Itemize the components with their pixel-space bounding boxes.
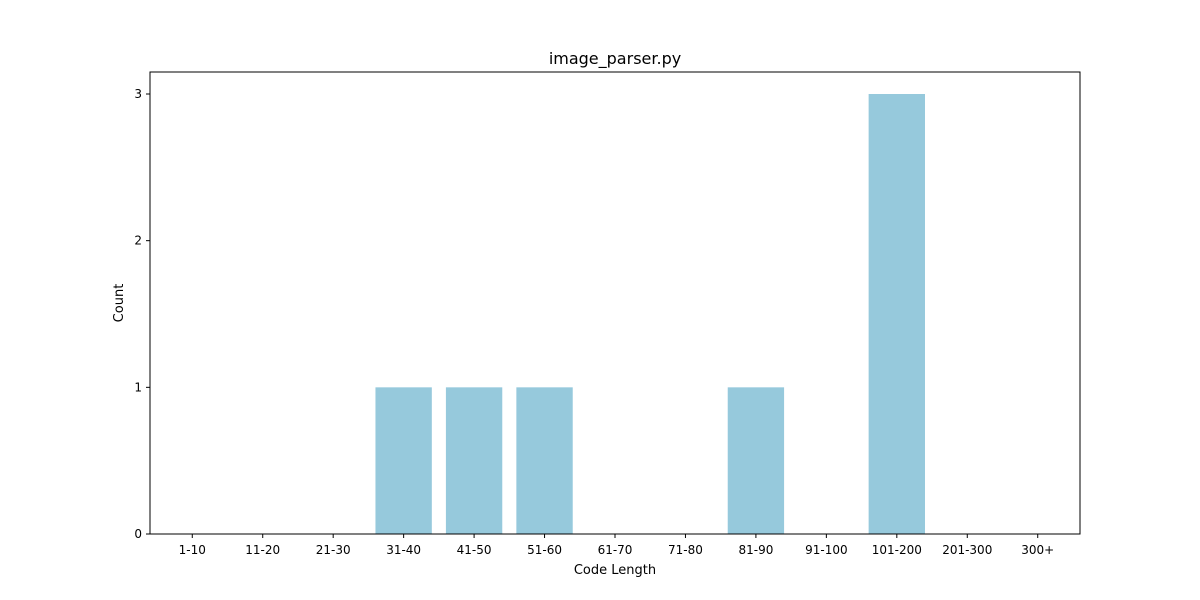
x-tick-label: 31-40 xyxy=(386,543,421,557)
bar-101-200 xyxy=(868,94,925,534)
x-ticks: 1-10 11-20 21-30 31-40 41-50 51-60 61-70 71-80 8… xyxy=(179,534,1054,557)
y-tick-label: 3 xyxy=(134,87,142,101)
y-tick-label: 2 xyxy=(134,234,142,248)
chart-title: image_parser.py xyxy=(549,49,681,69)
x-tick-label: 61-70 xyxy=(598,543,633,557)
bar-81-90 xyxy=(727,387,785,534)
x-tick-label: 71-80 xyxy=(668,543,703,557)
x-axis-label: Code Length xyxy=(574,563,656,578)
x-tick-label: 51-60 xyxy=(527,543,562,557)
y-tick-label: 0 xyxy=(134,527,142,541)
x-tick-label: 41-50 xyxy=(457,543,492,557)
x-tick-label: 300+ xyxy=(1021,543,1054,557)
bar-41-50 xyxy=(445,387,503,534)
x-tick-label: 1-10 xyxy=(179,543,206,557)
x-tick-label: 21-30 xyxy=(316,543,351,557)
y-tick-label: 1 xyxy=(134,380,142,394)
x-tick-label: 81-90 xyxy=(738,543,773,557)
x-tick-label: 91-100 xyxy=(805,543,848,557)
bars-layer xyxy=(375,94,925,534)
bar-31-40 xyxy=(375,387,432,534)
x-tick-label: 101-200 xyxy=(872,543,922,557)
x-tick-label: 201-300 xyxy=(942,543,992,557)
y-axis-label: Count xyxy=(112,284,127,323)
y-ticks: 0 1 2 3 xyxy=(134,87,150,541)
plot-frame xyxy=(149,71,1081,535)
bar-51-60 xyxy=(516,387,573,534)
x-tick-label: 11-20 xyxy=(245,543,280,557)
